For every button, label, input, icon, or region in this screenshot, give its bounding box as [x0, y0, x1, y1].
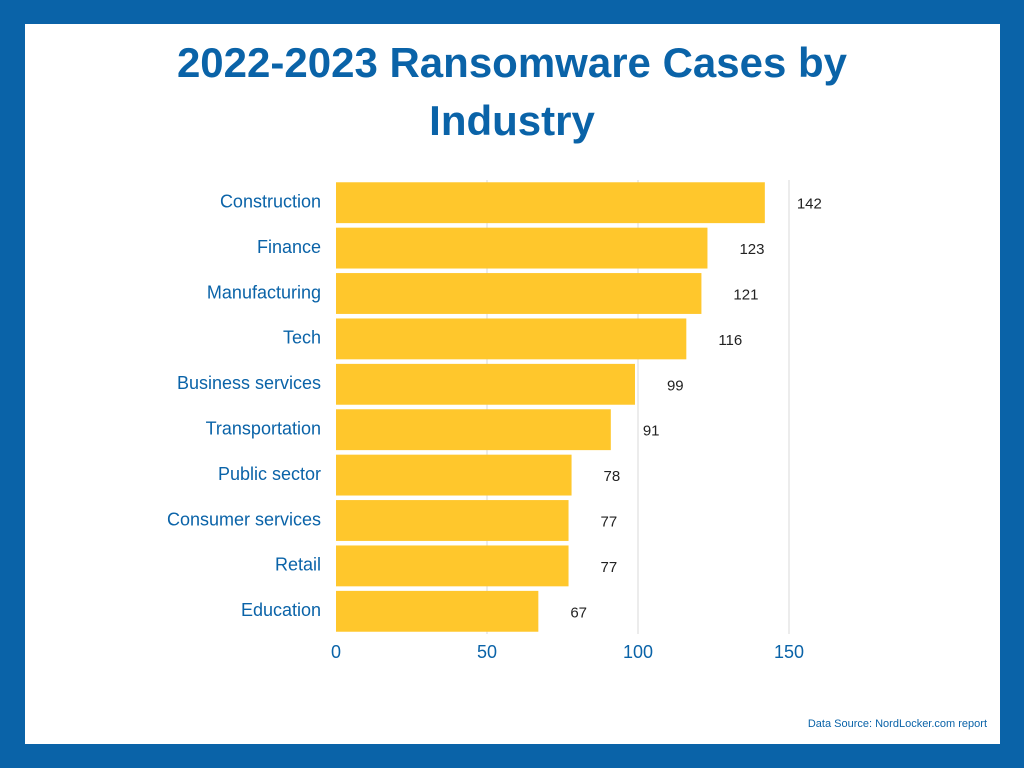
bar — [336, 318, 687, 360]
bar — [336, 545, 569, 587]
bar — [336, 227, 708, 269]
value-label: 116 — [718, 332, 742, 349]
value-label: 67 — [570, 604, 587, 621]
value-label: 77 — [601, 559, 618, 576]
bar — [336, 273, 702, 314]
x-tick-label: 100 — [623, 642, 653, 662]
bar — [336, 500, 569, 541]
value-label: 142 — [797, 196, 822, 213]
y-tick-label: Tech — [283, 328, 321, 348]
y-tick-label: Manufacturing — [207, 282, 321, 302]
bar — [336, 363, 635, 405]
value-label: 99 — [667, 377, 684, 394]
value-label: 123 — [739, 241, 764, 258]
bar — [336, 590, 539, 632]
value-label: 121 — [733, 286, 758, 303]
bar — [336, 409, 611, 451]
y-tick-label: Public sector — [218, 464, 321, 484]
x-tick-label: 50 — [477, 642, 497, 662]
y-tick-label: Retail — [275, 555, 321, 575]
y-tick-label: Education — [241, 600, 321, 620]
y-tick-label: Business services — [177, 373, 321, 393]
value-label: 77 — [601, 513, 618, 530]
bar — [336, 182, 765, 224]
x-tick-label: 150 — [774, 642, 804, 662]
y-tick-label: Construction — [220, 191, 321, 211]
x-tick-label: 0 — [331, 642, 341, 662]
chart-title: 2022-2023 Ransomware Cases by Industry — [176, 39, 848, 144]
bar — [336, 454, 572, 496]
value-label: 91 — [643, 423, 660, 440]
y-tick-label: Transportation — [206, 418, 321, 438]
value-label: 78 — [604, 468, 621, 485]
y-tick-label: Finance — [257, 237, 321, 257]
y-tick-label: Consumer services — [167, 509, 321, 529]
source-note: Data Source: NordLocker.com report — [808, 718, 987, 730]
